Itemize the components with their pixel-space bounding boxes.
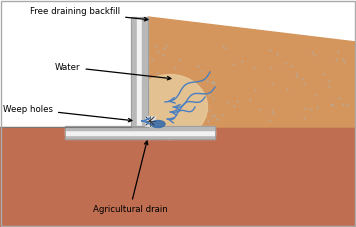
Bar — [131, 17, 137, 127]
Bar — [145, 116, 155, 126]
Bar — [131, 126, 148, 127]
Bar — [0, 127, 131, 227]
Text: Water: Water — [55, 62, 171, 80]
Bar — [137, 17, 142, 127]
Bar — [65, 135, 215, 139]
Bar — [131, 126, 148, 127]
Bar — [0, 139, 356, 227]
Bar — [142, 17, 148, 127]
Text: Free draining backfill: Free draining backfill — [30, 7, 148, 21]
Ellipse shape — [151, 121, 165, 128]
Text: Weep holes: Weep holes — [3, 104, 132, 122]
Text: Agricultural drain: Agricultural drain — [93, 141, 167, 214]
Polygon shape — [148, 127, 356, 227]
Bar — [65, 130, 215, 135]
Bar — [131, 17, 148, 127]
Bar — [65, 126, 215, 139]
Polygon shape — [148, 17, 356, 127]
Bar — [65, 126, 215, 130]
Ellipse shape — [132, 74, 208, 140]
